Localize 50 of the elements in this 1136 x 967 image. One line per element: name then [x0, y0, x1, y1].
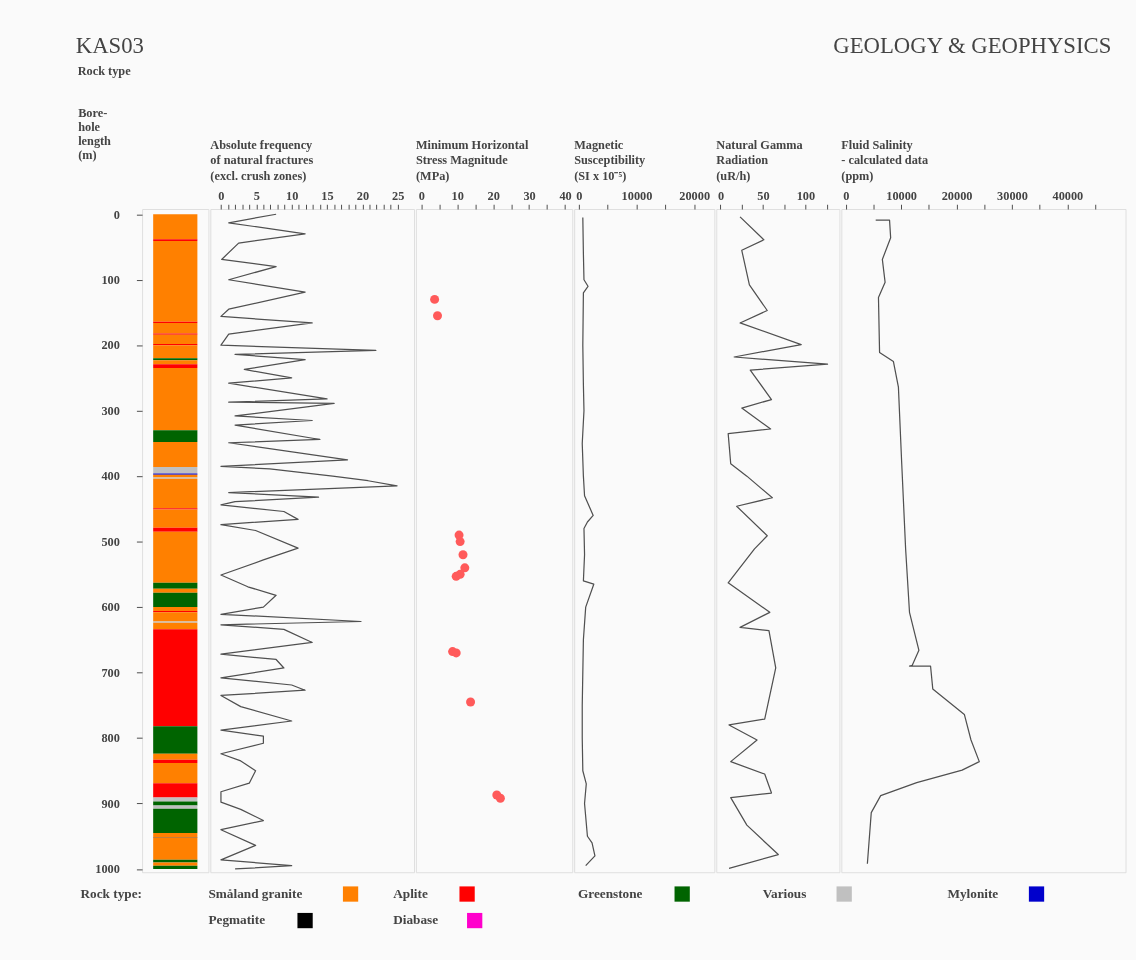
y-tick-label: 500 — [101, 534, 120, 549]
x-tick-label: 30 — [523, 189, 536, 204]
x-tick-label: 20000 — [941, 189, 973, 204]
x-tick-label: 0 — [717, 189, 725, 204]
y-tick-label: 1000 — [95, 862, 120, 877]
y-tick-label: 300 — [101, 403, 120, 418]
y-tick-label: 700 — [101, 665, 120, 680]
x-tick-label: 100 — [796, 189, 816, 204]
y-axis-title: Bore- hole length (m) — [78, 105, 112, 163]
x-tick-label: 10 — [286, 189, 299, 204]
text: Småland granite — [208, 885, 303, 901]
x-tick-label: 20 — [356, 189, 370, 204]
x-tick-label: 25 — [392, 189, 405, 204]
x-tick-label: 20000 — [679, 189, 711, 204]
legend-label: Greenstone — [577, 885, 643, 901]
legend-label: Various — [762, 885, 807, 901]
x-tick-label: 40 — [559, 189, 572, 204]
legend-label: Mylonite — [947, 885, 999, 901]
text: GEOLOGY & GEOPHYSICS — [833, 32, 1112, 58]
x-axis-title: Absolute frequency of natural fractures (excl. crush zones) — [210, 138, 314, 183]
x-tick-label: 0 — [418, 189, 425, 204]
x-tick-label: 30000 — [997, 189, 1028, 204]
y-tick-label: 400 — [101, 469, 120, 484]
x-axis-title: Fluid Salinity - calculated data (ppm) — [841, 138, 929, 183]
legend-label: Diabase — [393, 912, 439, 928]
y-tick-label: 100 — [101, 273, 120, 287]
x-tick-label: 10000 — [621, 189, 653, 204]
x-tick-label: 10 — [451, 189, 464, 204]
x-tick-label: 0 — [218, 189, 225, 204]
x-axis-title: Magnetic Susceptibility (SI x 10⁻⁵) — [574, 138, 647, 183]
y-tick-label: 200 — [101, 338, 120, 353]
y-tick-label: 800 — [101, 731, 120, 746]
x-tick-label: 40000 — [1052, 189, 1084, 204]
x-axis-title: Natural Gamma Radiation (uR/h) — [716, 138, 803, 183]
text: KAS03 — [75, 32, 144, 58]
y-tick-label: 600 — [101, 600, 120, 615]
x-tick-label: 0 — [843, 189, 850, 204]
x-tick-label: 0 — [576, 189, 583, 204]
legend-label: Pegmatite — [208, 912, 266, 928]
x-tick-label: 5 — [253, 189, 260, 204]
x-tick-label: 50 — [757, 189, 770, 204]
y-tick-label: 900 — [101, 796, 120, 811]
x-tick-label: 20 — [487, 189, 500, 204]
x-tick-label: 10000 — [886, 189, 918, 204]
x-tick-label: 15 — [321, 189, 334, 204]
legend-label: Aplite — [393, 885, 428, 901]
x-axis-title: Rock type — [77, 64, 132, 79]
legend-title: Rock type: — [80, 885, 142, 901]
x-axis-title: Minimum Horizontal Stress Magnitude (MPa) — [415, 138, 529, 183]
y-tick-label: 0 — [113, 207, 120, 222]
